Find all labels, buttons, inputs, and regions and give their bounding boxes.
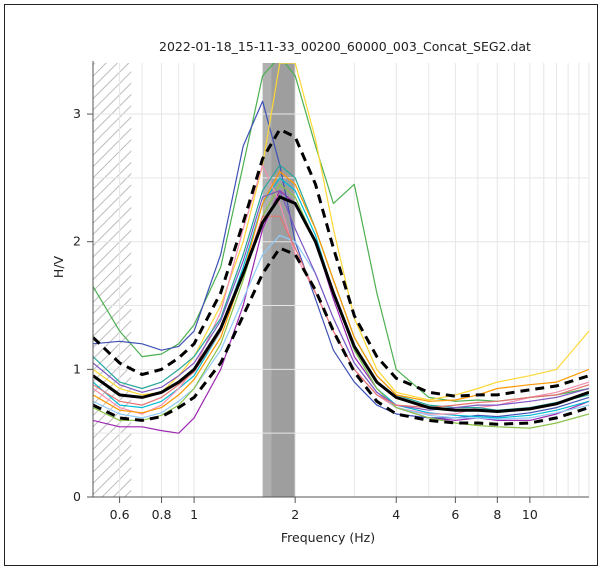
x-axis-label: Frequency (Hz)	[281, 530, 375, 545]
window-curve-4	[93, 63, 589, 401]
hv-chart: 0.6 0.8 1 2 4 6 8 10 0 1 2 3 2022-01-18_15-11-33_00…	[51, 39, 590, 545]
y-axis-label: H/V	[51, 255, 66, 278]
y-tick-label: 3	[73, 106, 81, 121]
std-upper-curve	[93, 127, 589, 398]
chart-title: 2022-01-18_15-11-33_00200_60000_003_Conc…	[159, 39, 531, 54]
x-tick-label: 1	[190, 507, 198, 522]
x-tick-label: 0.6	[110, 507, 130, 522]
y-tick-label: 0	[73, 489, 81, 504]
x-tick-label: 8	[493, 507, 501, 522]
y-tick-label: 1	[73, 361, 81, 376]
x-tick-label: 10	[522, 507, 538, 522]
x-tick-label: 2	[291, 507, 299, 522]
window-curve-3	[93, 100, 589, 419]
chart-frame: 0.6 0.8 1 2 4 6 8 10 0 1 2 3 2022-01-18_15-11-33_00…	[4, 4, 598, 566]
window-curve-12	[93, 215, 589, 409]
x-tick-label: 4	[392, 507, 400, 522]
window-curve-9	[93, 170, 589, 414]
x-tick-label: 0.8	[152, 507, 172, 522]
excluded-frequency-band	[93, 63, 132, 497]
x-tick-label: 6	[451, 507, 459, 522]
peak-frequency-std-band	[271, 63, 296, 497]
window-curve-11	[93, 190, 589, 411]
window-curve-5	[93, 177, 589, 419]
mean-curve	[93, 195, 589, 414]
y-tick-label: 2	[73, 234, 81, 249]
